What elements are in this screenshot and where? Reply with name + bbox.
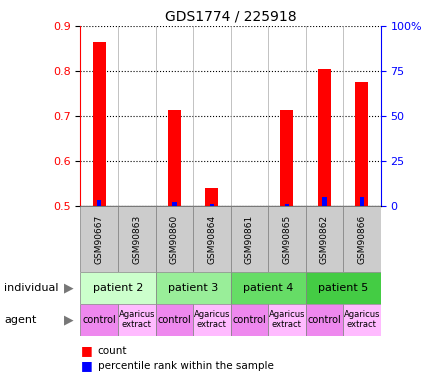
Text: GSM90862: GSM90862 (319, 214, 328, 264)
Bar (155, 206, 193, 272)
Text: agent: agent (4, 315, 36, 325)
Bar (355, 82, 368, 206)
Bar (230, 206, 267, 272)
Bar (80, 272, 155, 304)
Bar (230, 272, 305, 304)
Text: GSM90667: GSM90667 (95, 214, 103, 264)
Bar (209, 204, 214, 206)
Bar (342, 206, 380, 272)
Bar (317, 69, 330, 206)
Text: ■: ■ (80, 359, 92, 372)
Text: patient 5: patient 5 (317, 283, 368, 293)
Text: patient 4: patient 4 (242, 283, 293, 293)
Bar (342, 304, 380, 336)
Bar (267, 304, 305, 336)
Text: GSM90866: GSM90866 (357, 214, 365, 264)
Bar (305, 206, 342, 272)
Bar (193, 304, 230, 336)
Text: Agaricus
extract: Agaricus extract (268, 310, 304, 329)
Bar (168, 110, 181, 206)
Bar (171, 202, 176, 206)
Bar (230, 304, 267, 336)
Text: control: control (82, 315, 116, 325)
Text: count: count (98, 346, 127, 355)
Bar (118, 206, 155, 272)
Bar (92, 42, 105, 206)
Text: GSM90865: GSM90865 (282, 214, 291, 264)
Text: GSM90861: GSM90861 (244, 214, 253, 264)
Text: Agaricus
extract: Agaricus extract (343, 310, 379, 329)
Bar (267, 206, 305, 272)
Text: ▶: ▶ (64, 281, 74, 294)
Bar (193, 206, 230, 272)
Bar (305, 272, 380, 304)
Text: GSM90864: GSM90864 (207, 214, 216, 264)
Text: Agaricus
extract: Agaricus extract (193, 310, 230, 329)
Text: patient 3: patient 3 (168, 283, 218, 293)
Bar (305, 304, 342, 336)
Text: patient 2: patient 2 (92, 283, 143, 293)
Bar (359, 197, 363, 206)
Bar (80, 304, 118, 336)
Text: control: control (157, 315, 191, 325)
Text: control: control (307, 315, 340, 325)
Text: individual: individual (4, 283, 59, 293)
Text: GSM90863: GSM90863 (132, 214, 141, 264)
Bar (284, 204, 289, 206)
Text: ▶: ▶ (64, 313, 74, 326)
Bar (205, 188, 218, 206)
Text: control: control (232, 315, 266, 325)
Text: GSM90860: GSM90860 (169, 214, 178, 264)
Bar (118, 304, 155, 336)
Bar (155, 272, 230, 304)
Text: ■: ■ (80, 344, 92, 357)
Text: percentile rank within the sample: percentile rank within the sample (98, 361, 273, 370)
Bar (155, 304, 193, 336)
Title: GDS1774 / 225918: GDS1774 / 225918 (164, 10, 296, 24)
Bar (80, 206, 118, 272)
Text: Agaricus
extract: Agaricus extract (118, 310, 155, 329)
Bar (321, 197, 326, 206)
Bar (279, 110, 293, 206)
Bar (97, 200, 101, 206)
